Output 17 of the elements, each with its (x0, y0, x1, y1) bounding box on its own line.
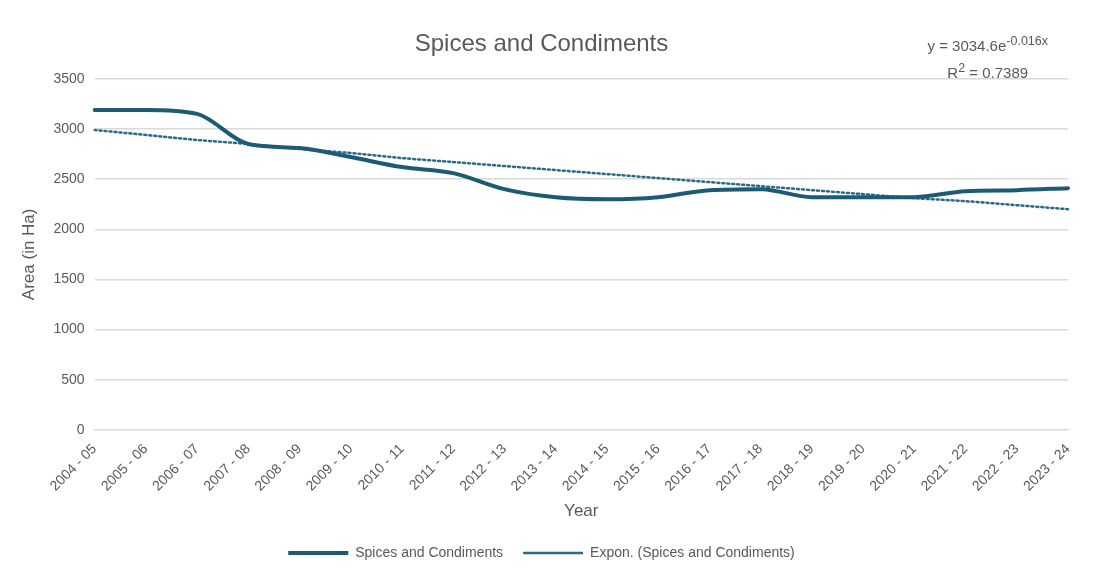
y-tick-label: 500 (61, 370, 85, 387)
chart-title: Spices and Condiments (414, 29, 669, 57)
y-tick-label: 2000 (53, 220, 85, 237)
annotation: R$^{2}$ = 0.7389 (946, 60, 1030, 83)
x-axis-title: Year (564, 501, 599, 521)
line-series (92, 107, 1070, 202)
y-tick-label: 1000 (53, 320, 85, 337)
y-tick-label: 3500 (53, 69, 85, 86)
text: y = 3034.6e$^{-0.016x}$ (927, 33, 1048, 56)
y-tick-label: 1500 (53, 270, 85, 287)
legend-label: Expon. (Spices and Condiments) (590, 543, 795, 560)
line-series (93, 128, 1070, 211)
y-axis-title: Area (in Ha) (18, 208, 38, 301)
y-tick-label: 3000 (53, 119, 85, 136)
legend-label: Spices and Condiments (355, 543, 504, 560)
y-tick-label: 0 (76, 420, 85, 437)
y-tick-label: 2500 (53, 169, 85, 186)
